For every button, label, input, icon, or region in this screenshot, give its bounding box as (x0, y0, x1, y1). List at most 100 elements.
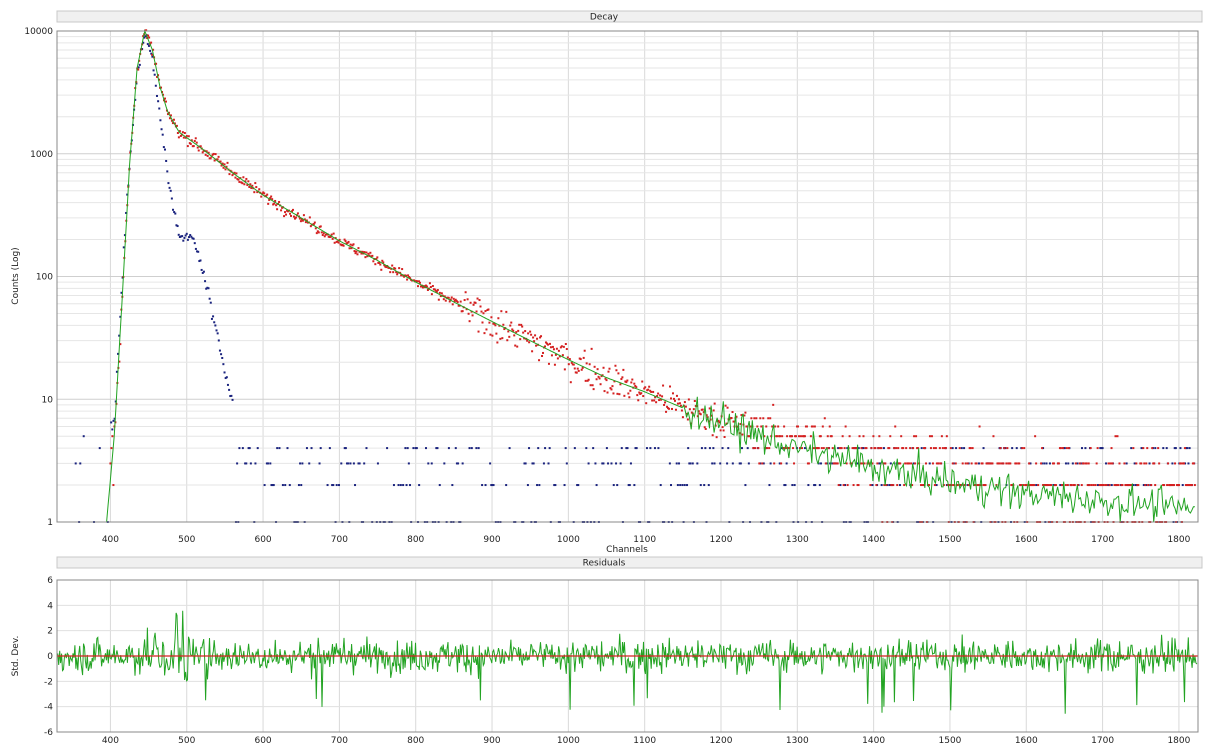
decay-red-point (383, 264, 386, 267)
decay-blue-point (783, 484, 786, 487)
decay-red-point (653, 399, 656, 402)
decay-red-point (265, 194, 268, 197)
decay-red-point (659, 394, 662, 397)
decay-red-point (730, 416, 733, 419)
decay-blue-point (399, 484, 402, 487)
decay-red-point (652, 390, 655, 393)
decay-red-point (430, 293, 433, 296)
residuals-x-tick-label: 1200 (710, 736, 733, 745)
decay-blue-point (620, 447, 623, 450)
decay-blue-point (844, 484, 847, 487)
decay-blue-point (186, 238, 189, 241)
decay-red-point (800, 447, 803, 450)
decay-blue-point (492, 484, 495, 487)
decay-red-point (303, 218, 306, 221)
decay-red-point (1089, 447, 1092, 450)
decay-blue-point (113, 417, 116, 420)
decay-red-point (774, 425, 777, 428)
decay-blue-point (726, 462, 729, 465)
decay-red-point (671, 392, 674, 395)
decay-red-point (795, 435, 798, 438)
residuals-title-bar (56, 556, 1203, 569)
decay-red-point (609, 387, 612, 390)
decay-red-point (1047, 484, 1050, 487)
decay-blue-point (190, 235, 193, 238)
decay-blue-point (668, 462, 671, 465)
decay-red-point (562, 345, 565, 348)
decay-red-point (992, 435, 995, 438)
decay-blue-point (791, 484, 794, 487)
decay-red-point (1125, 484, 1128, 487)
decay-blue-point (607, 462, 610, 465)
decay-blue-point (878, 462, 881, 465)
decay-blue-point (236, 462, 239, 465)
decay-red-point (338, 238, 341, 241)
decay-red-point (858, 435, 861, 438)
decay-red-point (765, 425, 768, 428)
decay-blue-point (443, 462, 446, 465)
decay-red-point (658, 399, 661, 402)
decay-red-point (137, 68, 140, 71)
decay-red-point (544, 341, 547, 344)
decay-red-point (567, 363, 570, 366)
decay-red-point (842, 484, 845, 487)
decay-red-point (556, 357, 559, 360)
decay-red-point (368, 254, 371, 257)
decay-blue-point (146, 43, 149, 46)
decay-red-point (501, 337, 504, 340)
decay-blue-point (573, 447, 576, 450)
decay-blue-point (318, 462, 321, 465)
residuals-series (57, 610, 1198, 714)
decay-red-point (1034, 435, 1037, 438)
decay-red-point (292, 215, 295, 218)
decay-red-point (172, 118, 175, 121)
decay-red-point (663, 403, 666, 406)
decay-red-point (670, 397, 673, 400)
decay-red-point (555, 347, 558, 350)
decay-red-point (449, 298, 452, 301)
decay-red-point (435, 290, 438, 293)
decay-blue-point (1011, 447, 1014, 450)
decay-red-point (448, 300, 451, 303)
decay-red-point (709, 418, 712, 421)
decay-red-point (1003, 447, 1006, 450)
decay-blue-point (707, 484, 710, 487)
decay-red-point (271, 198, 274, 201)
decay-red-point (301, 219, 304, 222)
decay-red-point (220, 164, 223, 167)
decay-red-point (470, 310, 473, 313)
decay-red-point (1085, 462, 1088, 465)
decay-blue-point (189, 234, 192, 237)
decay-red-point (505, 310, 508, 313)
decay-red-point (374, 263, 377, 266)
decay-red-point (406, 278, 409, 281)
decay-blue-point (185, 232, 188, 235)
decay-blue-point (679, 484, 682, 487)
decay-red-point (173, 122, 176, 125)
decay-red-point (1143, 462, 1146, 465)
decay-blue-point (209, 301, 212, 304)
decay-red-point (343, 238, 346, 241)
decay-red-point (235, 172, 238, 175)
decay-red-point (724, 404, 727, 407)
decay-red-point (331, 237, 334, 240)
decay-red-point (274, 199, 277, 202)
decay-blue-point (183, 236, 186, 239)
decay-red-point (245, 177, 248, 180)
decay-red-point (1025, 484, 1028, 487)
decay-blue-point (138, 63, 141, 66)
decay-red-point (231, 174, 234, 177)
decay-red-point (361, 250, 364, 253)
decay-red-point (779, 435, 782, 438)
decay-blue-point (365, 447, 368, 450)
decay-red-point (583, 349, 586, 352)
decay-red-point (459, 300, 462, 303)
decay-blue-point (159, 119, 162, 122)
decay-red-point (625, 381, 628, 384)
decay-blue-point (1035, 484, 1038, 487)
decay-blue-point (627, 484, 630, 487)
decay-red-point (1150, 484, 1153, 487)
decay-blue-point (592, 447, 595, 450)
decay-red-point (1064, 484, 1067, 487)
decay-red-point (443, 295, 446, 298)
